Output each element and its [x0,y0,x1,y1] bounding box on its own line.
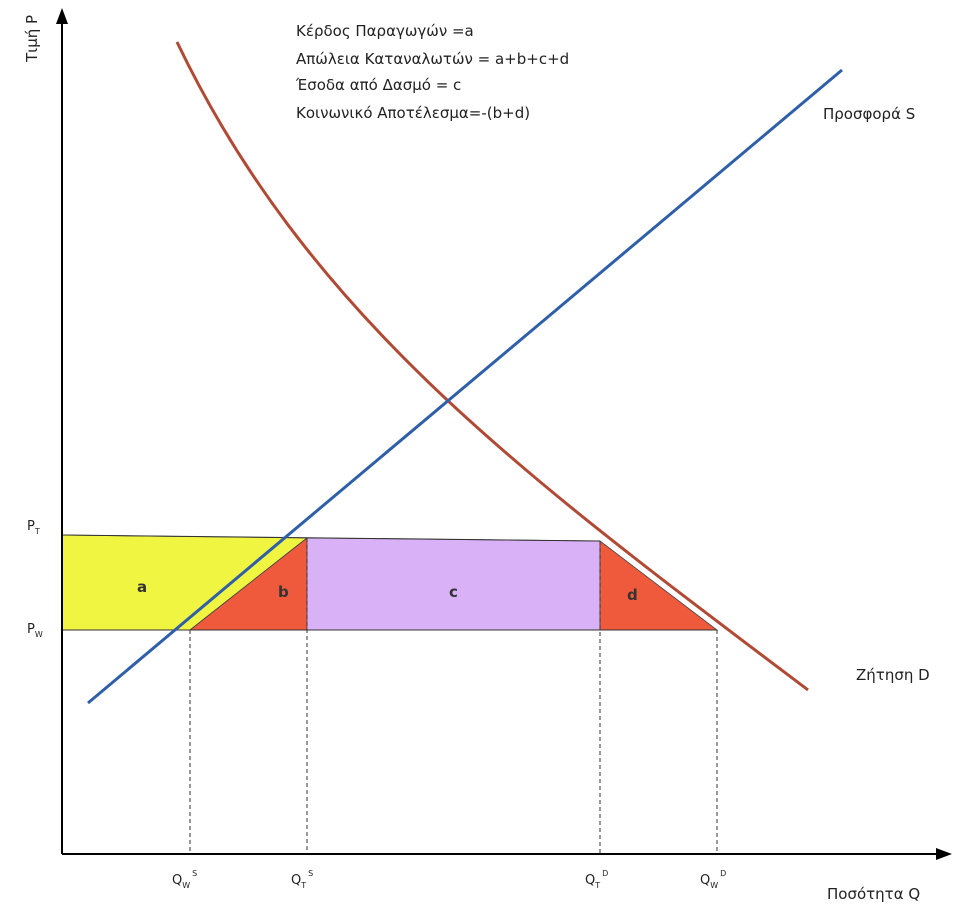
region-c-label: c [449,583,458,601]
x-axis-label: Ποσότητα Q [827,885,920,903]
tick-qwd: QWD [700,869,726,890]
demand-curve [175,41,809,692]
y-axis-label: Τιμή P [23,15,41,63]
supply-label: Προσφορά S [823,105,915,123]
supply-curve [87,68,843,705]
region-a-label: a [137,578,147,596]
region-d [599,540,719,631]
annotation-social-effect: Κοινωνικό Αποτέλεσμα=-(b+d) [296,104,530,122]
tick-pw: PW [27,622,43,639]
tick-qws: QWS [172,869,197,890]
price-line-pt [61,534,601,542]
annotation-consumer-loss: Απώλεια Καταναλωτών = a+b+c+d [296,50,569,68]
annotation-tariff-revenue: Έσοδα από Δασμό = c [295,76,461,94]
x-axis-arrow [936,848,952,860]
tick-qts: QTS [291,869,313,890]
demand-label: Ζήτηση D [856,666,930,684]
y-axis-arrow [56,8,68,24]
region-d-label: d [627,586,638,604]
region-b-label: b [278,583,289,601]
annotation-producer-gain: Κέρδος Παραγωγών =a [296,22,474,40]
tick-pt: PT [27,519,40,536]
tick-qtd: QTD [585,869,608,890]
